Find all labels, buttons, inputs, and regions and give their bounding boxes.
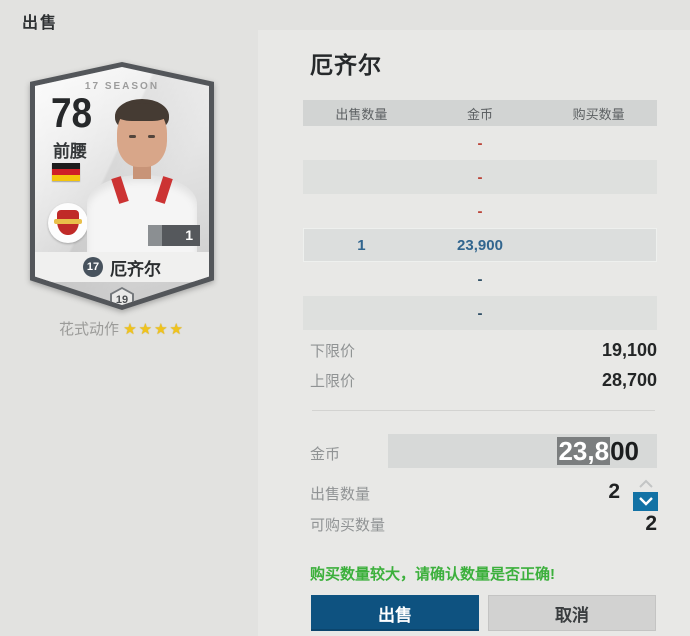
sell-button[interactable]: 出售 [311, 595, 479, 631]
table-row[interactable]: - [303, 296, 657, 330]
table-row[interactable]: - [477, 202, 483, 220]
upper-limit-value: 28,700 [601, 369, 657, 390]
coin-price-rest-text: 00 [610, 436, 639, 466]
header-sell-qty: 出售数量 [335, 106, 388, 122]
card-inner: 17 SEASON 78 前腰 1 17 厄齐尔 19 [35, 67, 209, 305]
sell-qty-stepper [633, 476, 658, 511]
page-title: 出售 [22, 15, 59, 32]
card-level-badge: 17 [83, 257, 103, 277]
skill-moves-label: 花式动作 [59, 321, 120, 338]
buyable-qty-value: 2 [645, 512, 657, 535]
card-grade-badge: 19 [110, 287, 134, 305]
arsenal-badge-icon [48, 203, 88, 243]
coin-price-input[interactable]: 23,8 00 [388, 434, 657, 468]
quantity-down-icon[interactable] [633, 492, 658, 511]
skill-moves-line: 花式动作 ★★★★ [30, 318, 214, 339]
player-card[interactable]: 17 SEASON 78 前腰 1 17 厄齐尔 19 [30, 62, 214, 310]
card-rating: 78 [51, 89, 93, 136]
quantity-up-icon[interactable] [633, 476, 658, 490]
table-row[interactable]: - [477, 270, 483, 288]
upper-limit-row: 上限价 28,700 [310, 365, 657, 395]
sell-qty-value: 2 [608, 480, 620, 503]
lower-limit-label: 下限价 [310, 342, 356, 360]
table-row-current-listing[interactable]: 1 23,900 [303, 228, 657, 262]
buyable-qty-label: 可购买数量 [310, 517, 386, 534]
card-position: 前腰 [53, 142, 87, 161]
card-name-bar: 17 厄齐尔 [35, 252, 209, 282]
upper-limit-label: 上限价 [310, 372, 356, 390]
price-table: 出售数量 金币 购买数量 - - - 1 23,900 - - [303, 100, 657, 330]
header-coins: 金币 [466, 106, 493, 122]
card-count-badge: 1 [148, 225, 200, 246]
table-row[interactable]: - [477, 134, 483, 152]
detail-panel: 厄齐尔 出售数量 金币 购买数量 - - - 1 23,900 - [258, 30, 690, 636]
player-photo [79, 93, 205, 255]
coin-price-label: 金币 [310, 446, 341, 463]
table-row[interactable]: - [303, 160, 657, 194]
header-buy-qty: 购买数量 [572, 106, 625, 122]
price-table-header: 出售数量 金币 购买数量 [303, 100, 657, 126]
divider [312, 410, 655, 411]
lower-limit-row: 下限价 19,100 [310, 335, 657, 365]
sell-qty-label: 出售数量 [310, 486, 371, 503]
cancel-button[interactable]: 取消 [488, 595, 656, 631]
quantity-warning-text: 购买数量较大，请确认数量是否正确! [310, 566, 555, 583]
germany-flag-icon [52, 163, 80, 181]
card-player-name: 厄齐尔 [110, 259, 161, 279]
card-season-label: 17 SEASON [84, 81, 160, 92]
detail-player-name: 厄齐尔 [310, 52, 382, 78]
skill-star-rating: ★★★★ [123, 321, 185, 338]
lower-limit-value: 19,100 [601, 339, 657, 360]
coin-price-selected-text: 23,8 [557, 436, 611, 466]
